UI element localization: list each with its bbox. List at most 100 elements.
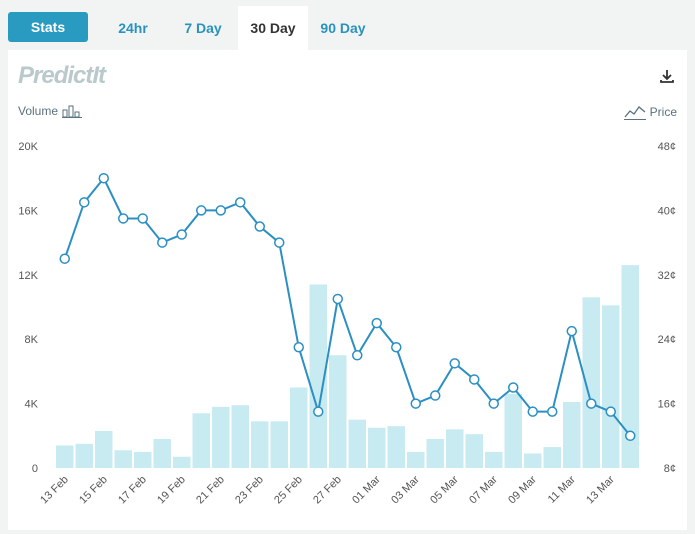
price-point xyxy=(118,213,129,224)
y-left-tick-label: 8K xyxy=(25,334,39,346)
price-point xyxy=(79,197,90,208)
y-right-tick-label: 24¢ xyxy=(658,334,676,346)
price-point xyxy=(391,342,402,353)
volume-bar xyxy=(75,443,93,468)
volume-bar xyxy=(290,387,308,468)
price-point xyxy=(313,406,324,417)
price-point xyxy=(527,406,538,417)
volume-bar xyxy=(446,429,464,468)
x-tick-label: 27 Feb xyxy=(311,474,344,507)
volume-bar xyxy=(504,393,522,468)
volume-bar xyxy=(368,427,386,468)
price-point xyxy=(59,253,70,264)
volume-bar xyxy=(231,405,249,468)
bar-chart-icon xyxy=(62,105,83,118)
price-point xyxy=(176,229,187,240)
x-tick-label: 21 Feb xyxy=(194,474,227,507)
volume-bar xyxy=(212,406,230,468)
price-point xyxy=(625,430,636,442)
x-tick-label: 17 Feb xyxy=(116,474,149,507)
predictit-logo: PredictIt xyxy=(18,62,106,89)
tab-7-day[interactable]: 7 Day xyxy=(184,20,222,36)
tab-30-day[interactable]: 30 Day xyxy=(238,6,308,50)
stats-button[interactable]: Stats xyxy=(8,12,88,42)
volume-bar xyxy=(543,447,561,468)
price-point xyxy=(449,358,460,369)
price-point xyxy=(605,406,616,417)
volume-bar xyxy=(582,297,600,468)
price-point xyxy=(293,342,304,353)
volume-bar xyxy=(602,305,620,468)
price-point xyxy=(254,221,265,232)
y-right-tick-label: 16¢ xyxy=(658,399,676,411)
volume-bar xyxy=(563,401,581,468)
price-point xyxy=(215,205,226,216)
volume-bar xyxy=(251,421,269,468)
tab-24hr[interactable]: 24hr xyxy=(118,20,148,36)
price-point xyxy=(196,205,207,216)
volume-bar xyxy=(114,450,132,468)
y-left-tick-label: 16K xyxy=(18,205,38,217)
volume-bar xyxy=(270,421,288,468)
volume-bar xyxy=(173,456,191,468)
volume-bar xyxy=(153,439,171,468)
price-point xyxy=(98,172,109,184)
price-point xyxy=(410,398,421,409)
download-icon[interactable] xyxy=(659,68,675,84)
volume-bar xyxy=(329,355,347,468)
x-tick-label: 15 Feb xyxy=(77,474,110,507)
price-point xyxy=(566,325,577,337)
x-tick-label: 03 Mar xyxy=(389,473,422,506)
price-point xyxy=(586,398,597,409)
price-point xyxy=(157,237,168,248)
price-point xyxy=(332,293,343,305)
price-point xyxy=(488,398,499,409)
volume-bar xyxy=(621,265,639,468)
price-point xyxy=(371,317,382,329)
x-tick-label: 01 Mar xyxy=(350,473,383,506)
y-left-tick-label: 20K xyxy=(18,141,38,153)
x-tick-label: 13 Mar xyxy=(584,473,617,506)
volume-bar xyxy=(95,430,113,468)
price-point xyxy=(508,382,519,393)
y-right-tick-label: 40¢ xyxy=(658,205,676,217)
y-right-tick-label: 32¢ xyxy=(658,270,676,282)
tab-bar: Stats 24hr 7 Day 30 Day 90 Day xyxy=(0,0,695,50)
volume-price-chart: 0 4K 8K 12K 16K 20K 8¢ 16¢ 24¢ 32¢ 40¢ 48¢ 13 Feb 15 … xyxy=(18,141,676,507)
volume-label: Volume xyxy=(18,104,59,118)
chart-panel: PredictIt Volume Price 0 4K 8K 12K 16K 20K 8¢ 1… xyxy=(8,50,687,530)
volume-bar xyxy=(387,426,405,468)
volume-bar xyxy=(465,434,483,468)
price-line xyxy=(63,176,632,437)
x-tick-label: 11 Mar xyxy=(546,473,578,505)
x-tick-label: 23 Feb xyxy=(233,474,266,507)
volume-bar xyxy=(56,445,74,468)
price-point xyxy=(547,406,558,417)
line-chart-icon xyxy=(623,106,646,120)
volume-bar xyxy=(407,451,425,468)
price-point xyxy=(235,197,246,208)
volume-bar xyxy=(426,439,444,468)
volume-bar xyxy=(348,419,366,468)
volume-bar xyxy=(309,284,327,468)
x-tick-label: 07 Mar xyxy=(467,473,500,506)
volume-bar xyxy=(134,451,152,468)
x-tick-label: 05 Mar xyxy=(428,473,461,506)
volume-legend[interactable]: Volume xyxy=(18,104,83,118)
volume-bar xyxy=(524,453,542,468)
y-right-tick-label: 8¢ xyxy=(664,463,676,475)
y-left-tick-label: 4K xyxy=(25,399,39,411)
price-legend[interactable]: Price xyxy=(623,104,677,120)
tab-90-day[interactable]: 90 Day xyxy=(320,20,366,36)
volume-bar xyxy=(192,413,210,468)
x-tick-label: 13 Feb xyxy=(38,474,71,507)
y-right-tick-label: 48¢ xyxy=(658,141,676,153)
price-label: Price xyxy=(649,105,677,119)
price-point xyxy=(274,237,285,248)
x-tick-label: 09 Mar xyxy=(506,473,539,506)
volume-bar xyxy=(485,451,503,468)
y-left-tick-label: 12K xyxy=(18,270,38,282)
price-point xyxy=(352,350,363,361)
price-point xyxy=(137,213,148,224)
x-tick-label: 25 Feb xyxy=(272,474,305,507)
